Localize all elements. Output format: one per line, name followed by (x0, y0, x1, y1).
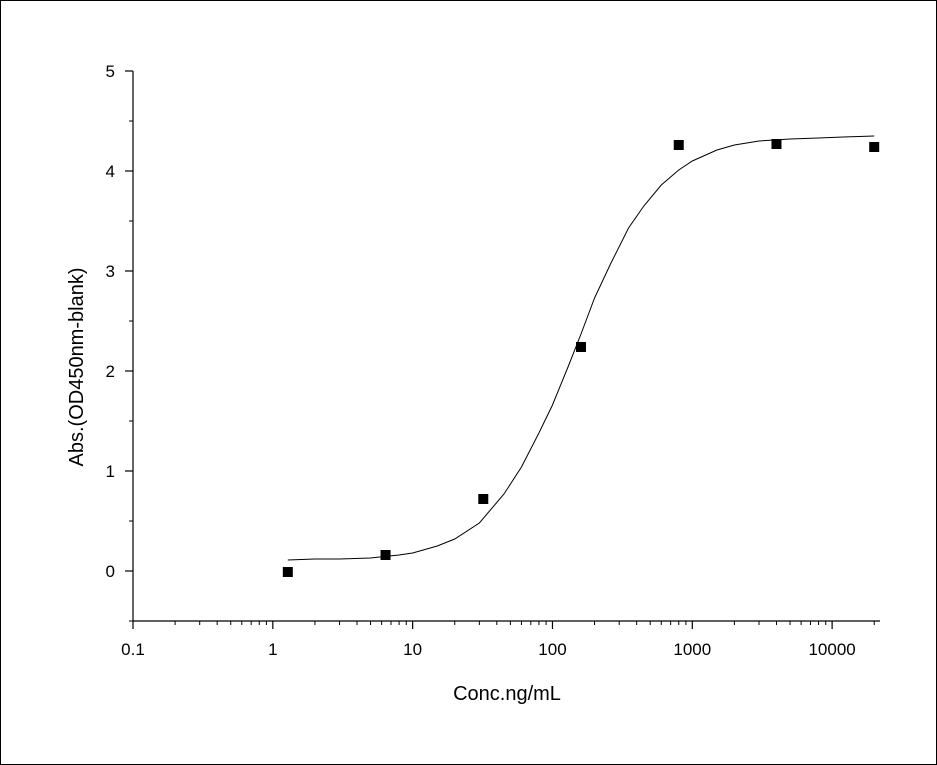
x-axis-title: Conc.ng/mL (453, 683, 561, 705)
x-tick-label: 10 (403, 640, 422, 659)
x-ticks: 0.1 1 10 100 1000 10000 (121, 621, 875, 659)
y-ticks: 0 1 2 3 4 5 (106, 62, 133, 622)
x-tick-label: 100 (538, 640, 566, 659)
x-tick-label: 10000 (808, 640, 855, 659)
y-tick-label: 4 (106, 162, 115, 181)
fit-curve (287, 135, 875, 561)
data-point (380, 550, 391, 560)
x-tick-label: 1 (268, 640, 277, 659)
plot-area (282, 135, 880, 577)
data-point (771, 139, 782, 149)
y-tick-label: 0 (106, 562, 115, 581)
y-tick-label: 5 (106, 62, 115, 81)
data-point (673, 140, 684, 150)
axes: 0.1 1 10 100 1000 10000 0 1 2 3 4 5 (106, 62, 880, 659)
data-point (478, 494, 489, 504)
data-point (576, 342, 587, 352)
data-point (282, 567, 293, 577)
x-tick-label: 1000 (673, 640, 711, 659)
y-axis-title: Abs.(OD450nm-blank) (66, 268, 88, 467)
y-tick-label: 1 (106, 462, 115, 481)
y-tick-label: 2 (106, 362, 115, 381)
data-point (869, 142, 880, 152)
x-tick-label: 0.1 (121, 640, 145, 659)
data-points (282, 139, 880, 577)
y-tick-label: 3 (106, 262, 115, 281)
